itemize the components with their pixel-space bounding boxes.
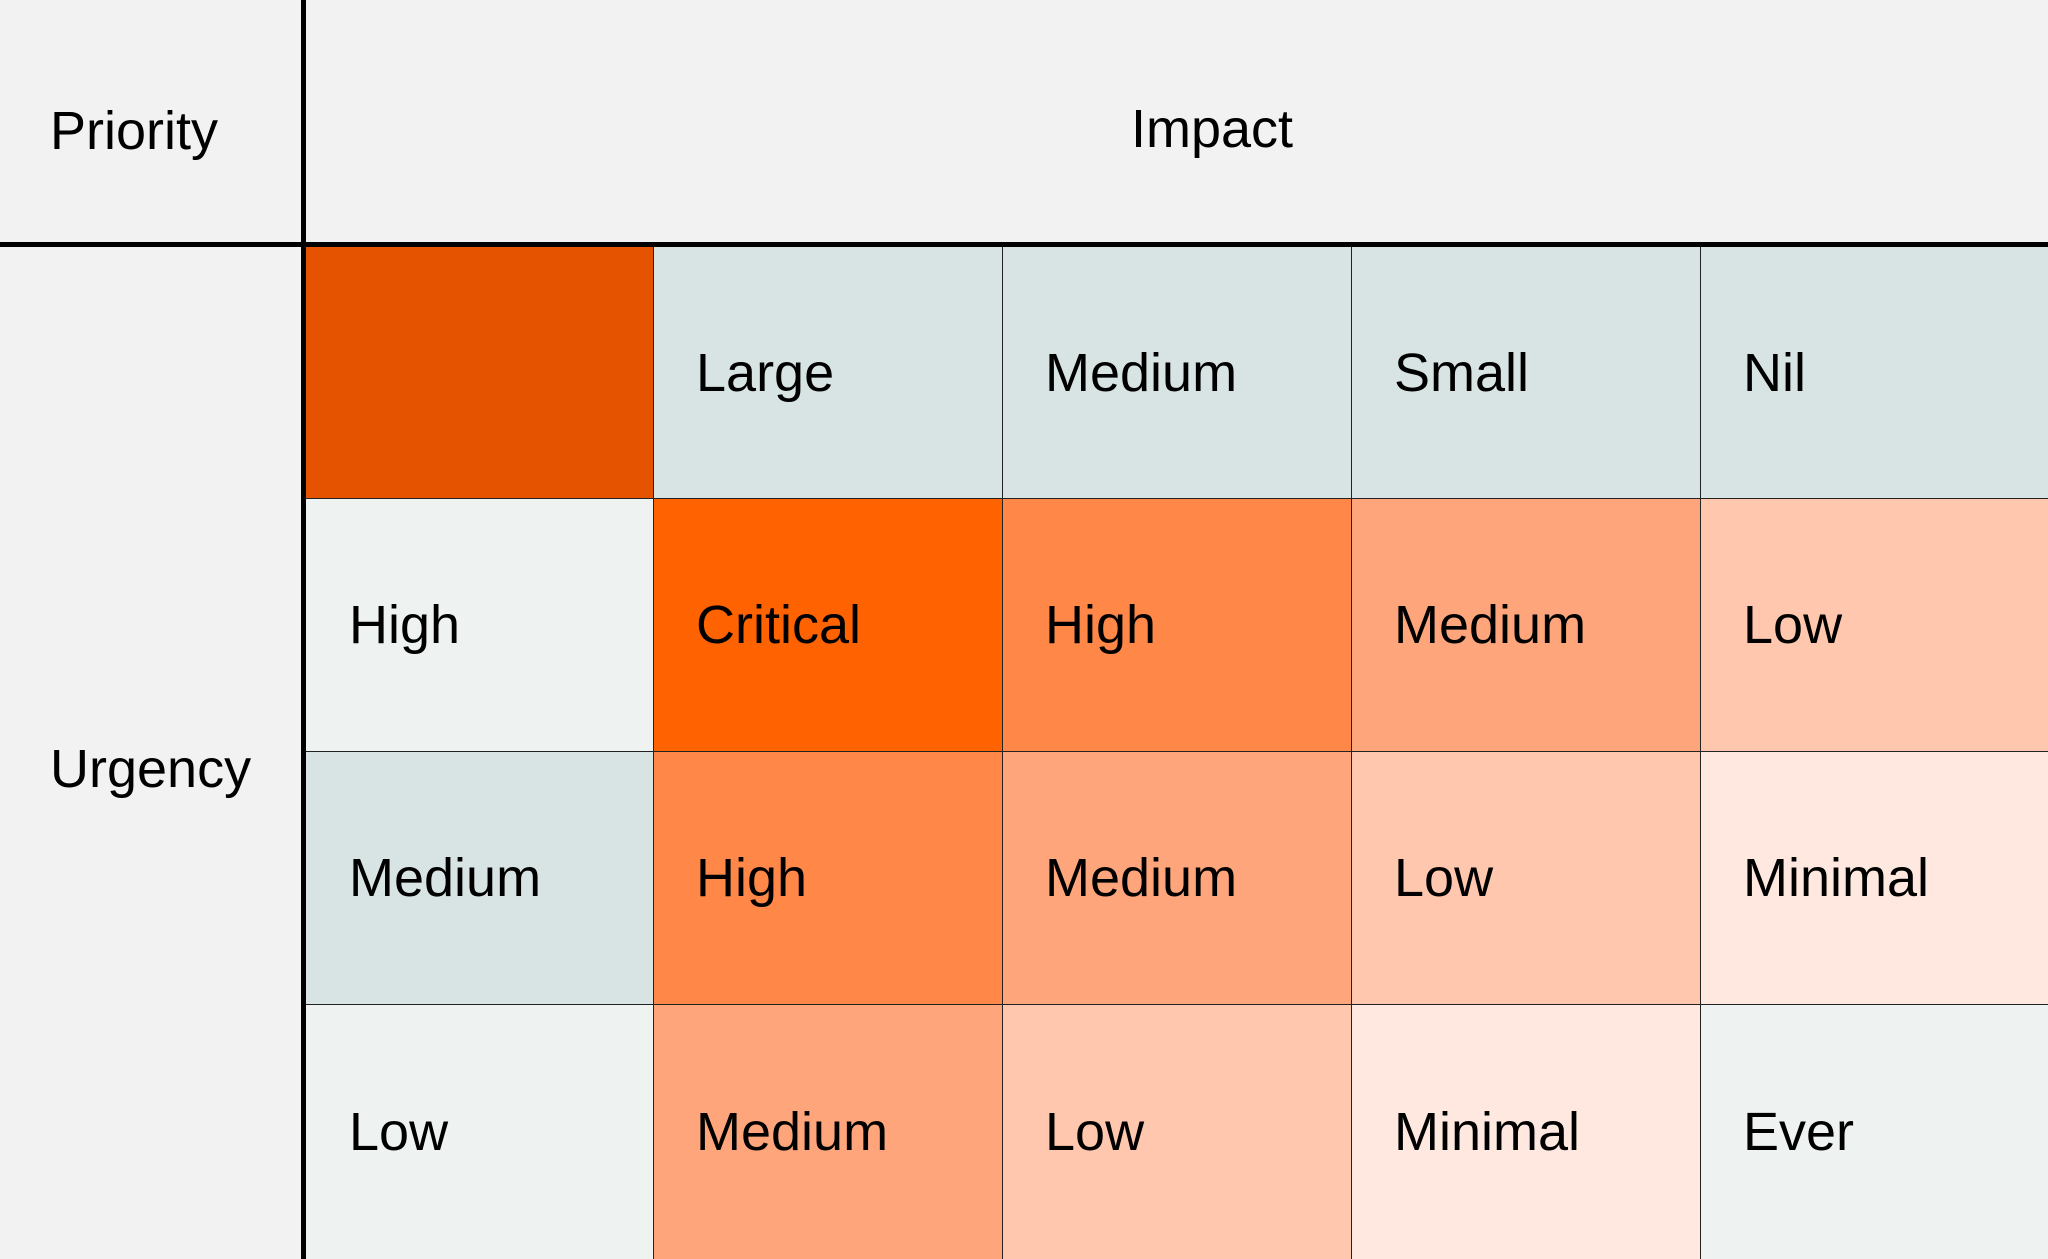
urgency-row-low: Low xyxy=(306,1005,654,1259)
matrix-corner-cell xyxy=(306,247,654,499)
vertical-divider xyxy=(301,0,306,1259)
urgency-row-high: High xyxy=(306,499,654,752)
matrix-cell: Minimal xyxy=(1701,752,2048,1005)
impact-axis-label: Impact xyxy=(1131,99,1294,159)
matrix-cell: Critical xyxy=(654,499,1003,752)
urgency-axis-label: Urgency xyxy=(50,739,252,799)
matrix-cell: Medium xyxy=(654,1005,1003,1259)
priority-matrix: Large Medium Small Nil High Critical Hig… xyxy=(306,247,2048,1259)
matrix-cell: Low xyxy=(1701,499,2048,752)
matrix-cell: High xyxy=(654,752,1003,1005)
matrix-cell: Ever xyxy=(1701,1005,2048,1259)
impact-header-nil: Nil xyxy=(1701,247,2048,499)
urgency-row-medium: Medium xyxy=(306,752,654,1005)
matrix-cell: Medium xyxy=(1003,752,1352,1005)
horizontal-divider xyxy=(0,242,2048,247)
matrix-cell: Medium xyxy=(1352,499,1701,752)
impact-header-medium: Medium xyxy=(1003,247,1352,499)
matrix-cell: Minimal xyxy=(1352,1005,1701,1259)
matrix-cell: High xyxy=(1003,499,1352,752)
impact-header-large: Large xyxy=(654,247,1003,499)
matrix-cell: Low xyxy=(1003,1005,1352,1259)
priority-label: Priority xyxy=(50,101,219,161)
impact-header-small: Small xyxy=(1352,247,1701,499)
matrix-cell: Low xyxy=(1352,752,1701,1005)
